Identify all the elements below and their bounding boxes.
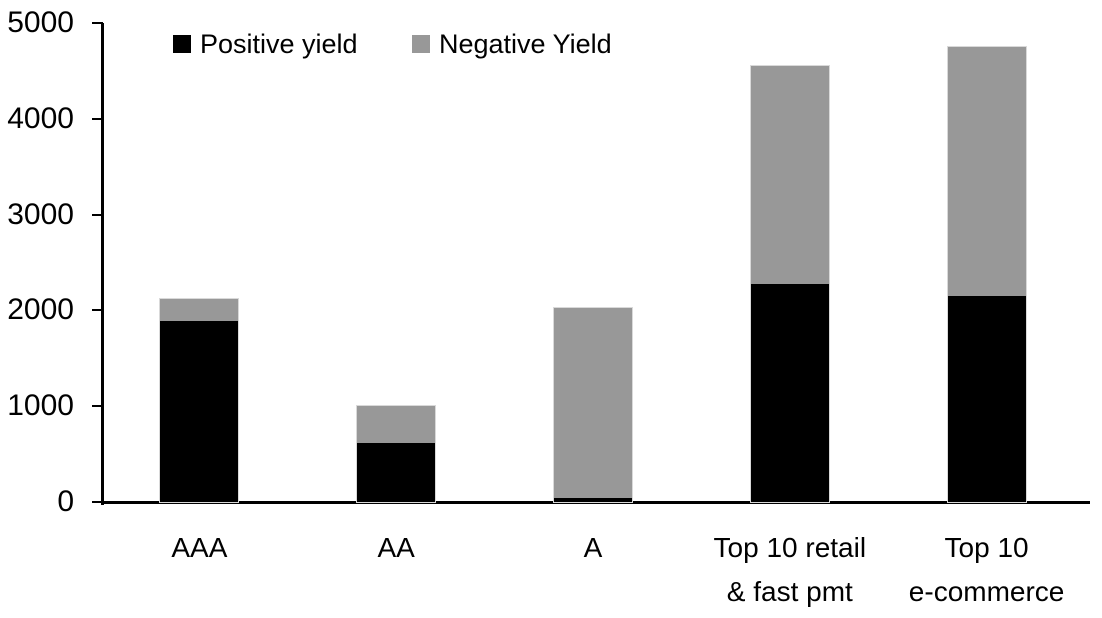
bar-a (553, 306, 633, 503)
bar-segment-negative (750, 66, 829, 284)
y-axis-tick-label: 1000 (7, 389, 74, 423)
bar-segment-negative (554, 307, 632, 499)
bar-segment-positive (160, 320, 239, 502)
x-axis-category-label: AA (377, 532, 415, 563)
legend-item-negative-yield: Negative Yield (412, 30, 612, 58)
legend-item-positive-yield: Positive yield (173, 30, 358, 58)
bar-segment-positive (357, 442, 436, 502)
y-axis-tick-label: 0 (57, 485, 74, 518)
y-axis-tick-label: 3000 (7, 197, 74, 231)
bar-segment-negative (357, 406, 436, 443)
y-axis-tick (92, 22, 103, 24)
y-axis-tick (92, 213, 103, 216)
bar-segment-positive (554, 498, 632, 502)
y-axis-line (101, 23, 104, 505)
legend-swatch-negative (412, 35, 430, 53)
x-axis-category-label: Top 10 retail & fast pmt (713, 532, 867, 607)
bar-segment-positive (947, 296, 1026, 502)
legend-label-positive: Positive yield (200, 29, 358, 59)
bar-aa (356, 405, 437, 503)
bar-segment-negative (160, 298, 239, 321)
legend-swatch-positive (173, 35, 191, 53)
y-axis-tick-label: 2000 (7, 293, 74, 327)
y-axis-tick-label: 4000 (7, 101, 74, 135)
y-axis-tick-label: 5000 (7, 6, 74, 39)
legend-label-negative: Negative Yield (439, 29, 612, 59)
y-axis-tick (92, 309, 103, 312)
bar-aaa (159, 297, 240, 503)
x-axis-category-label: Top 10 e-commerce (908, 532, 1065, 607)
y-axis-tick (92, 501, 103, 503)
bar-top-10-retail-&-fast-pmt (749, 65, 830, 503)
x-axis-category-label: A (583, 532, 603, 563)
y-axis-tick (92, 117, 103, 120)
y-axis-tick (92, 405, 103, 408)
bar-segment-positive (750, 283, 829, 502)
x-axis-category-label: AAA (171, 532, 228, 563)
bar-segment-negative (947, 46, 1026, 297)
bar-top-10-e-commerce (946, 45, 1027, 503)
